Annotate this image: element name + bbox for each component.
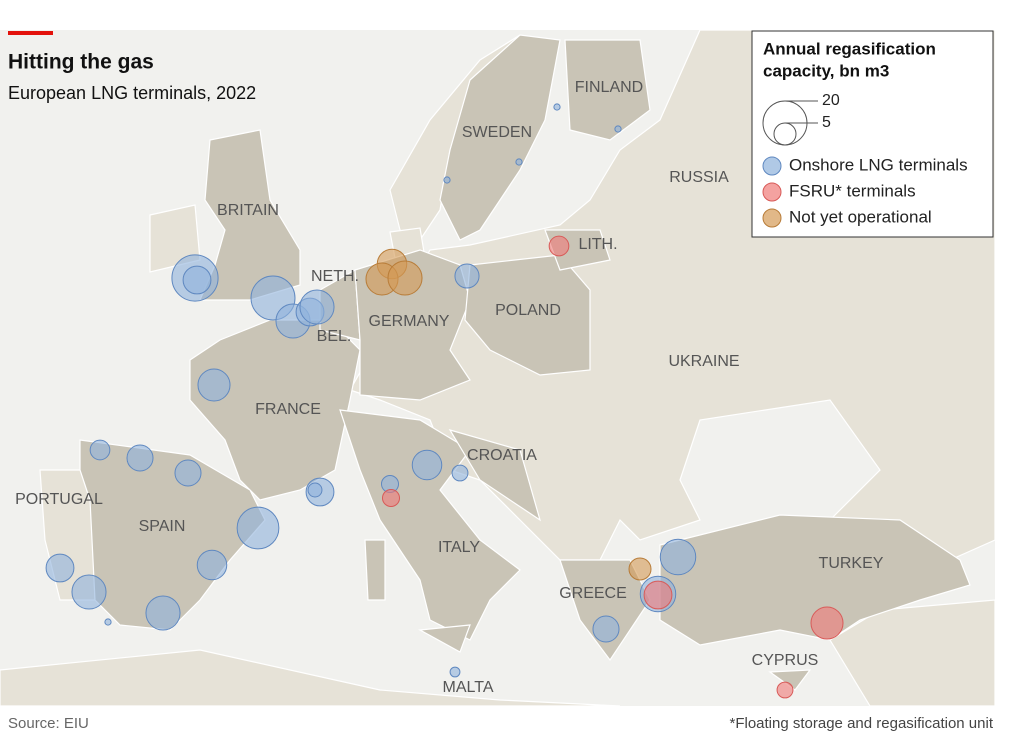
terminal — [387, 260, 423, 296]
britain — [199, 129, 301, 301]
terminal — [104, 618, 112, 626]
country-label: ITALY — [438, 539, 480, 556]
legend-label: Not yet operational — [789, 207, 932, 226]
terminal — [89, 439, 111, 461]
country-label: SWEDEN — [462, 124, 532, 141]
terminal — [614, 125, 622, 133]
country-label: GERMANY — [369, 313, 450, 330]
greece — [559, 559, 651, 662]
terminal — [643, 580, 673, 610]
spain — [79, 439, 266, 631]
terminal — [659, 538, 697, 576]
country-label: SPAIN — [139, 518, 186, 535]
country-label: POLAND — [495, 302, 561, 319]
finland — [564, 39, 651, 141]
terminal — [145, 595, 181, 631]
country-label: LITH. — [578, 236, 617, 253]
country-labels: FINLAND SWEDEN RUSSIA BRITAIN LITH. NETH. GERM… — [15, 79, 884, 696]
terminal — [411, 449, 443, 481]
terminal — [45, 553, 75, 583]
terminal — [307, 482, 323, 498]
subtitle: European LNG terminals, 2022 — [8, 83, 256, 103]
legend-swatch — [762, 182, 782, 202]
terminal — [71, 574, 107, 610]
country-label: BEL. — [317, 328, 352, 345]
title: Hitting the gas — [8, 51, 154, 74]
country-label: NETH. — [311, 268, 359, 285]
country-label: GREECE — [559, 585, 627, 602]
legend-title: Annual regasification — [763, 39, 936, 58]
legend: Annual regasification capacity, bn m3 20… — [751, 30, 994, 238]
terminal — [553, 103, 561, 111]
footnote: *Floating storage and regasification uni… — [730, 715, 994, 732]
terminal — [182, 265, 212, 295]
terminal — [454, 263, 480, 289]
country-label: FRANCE — [255, 401, 321, 418]
terminals — [45, 103, 844, 699]
country-label: BRITAIN — [217, 202, 279, 219]
terminal — [592, 615, 620, 643]
legend-box — [751, 30, 994, 238]
terminal — [381, 488, 401, 508]
country-label: MALTA — [443, 679, 494, 696]
terminal — [299, 289, 335, 325]
country-label: PORTUGAL — [15, 491, 103, 508]
sardinia — [364, 539, 386, 601]
terminal — [451, 464, 469, 482]
country-label: CYPRUS — [752, 652, 819, 669]
terminal — [443, 176, 451, 184]
source: Source: EIU — [8, 715, 89, 732]
legend-title: capacity, bn m3 — [763, 61, 889, 80]
terminal — [776, 681, 794, 699]
north-africa — [0, 649, 621, 707]
country-label: UKRAINE — [668, 353, 739, 370]
cyprus — [768, 669, 812, 691]
sweden — [439, 34, 561, 241]
legend-label: Onshore LNG terminals — [789, 155, 968, 174]
terminal — [548, 235, 570, 257]
country-label: FINLAND — [575, 79, 643, 96]
legend-label: FSRU* terminals — [789, 181, 916, 200]
terminal — [449, 666, 461, 678]
terminal — [126, 444, 154, 472]
terminal — [174, 459, 202, 487]
terminal — [515, 158, 523, 166]
terminal — [810, 606, 844, 640]
accent-bar — [8, 31, 53, 35]
terminal — [196, 549, 228, 581]
country-label: CROATIA — [467, 447, 537, 464]
croatia — [448, 429, 542, 522]
terminal — [628, 557, 652, 581]
terminal — [236, 506, 280, 550]
sicily — [418, 624, 471, 653]
size-key-label: 20 — [822, 92, 840, 109]
country-label: RUSSIA — [669, 169, 729, 186]
country-label: TURKEY — [819, 555, 884, 572]
turkey — [659, 514, 971, 646]
legend-swatch — [762, 208, 782, 228]
terminal — [197, 368, 231, 402]
legend-swatch — [762, 156, 782, 176]
size-key-label: 5 — [822, 114, 831, 131]
